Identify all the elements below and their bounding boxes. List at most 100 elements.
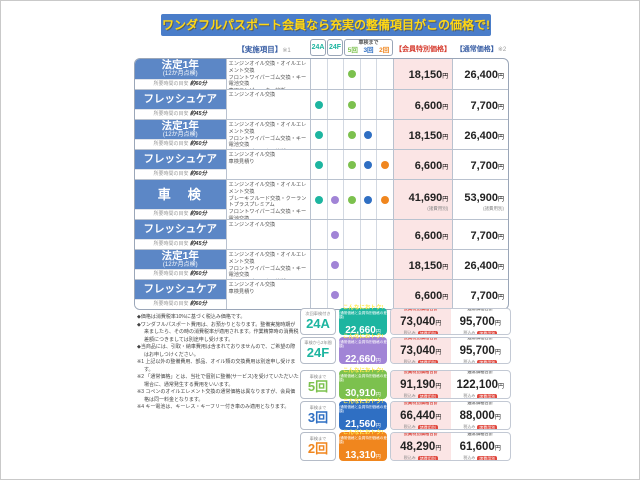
included-dot — [380, 195, 389, 204]
duration-value: 約60分 — [189, 171, 208, 177]
service-label-cell: 車 検 所要時間の目安 約90分 — [135, 180, 226, 219]
dot-cell — [376, 120, 393, 149]
dot-cell — [311, 150, 327, 179]
plan-caption: 車検まで — [309, 436, 327, 442]
normal-total-part: 通常価格合計 122,100円 税込み 諸費用別 — [451, 371, 511, 398]
plan-caption: 車検まで — [309, 374, 327, 380]
member-total-label: 会員特別価格合計 — [403, 308, 438, 312]
yen-suffix: 円 — [435, 415, 442, 422]
normal-total-number: 95,700 — [459, 345, 495, 358]
count-header-3: 3回 — [363, 47, 374, 54]
savings-caption: (通常価格と会員特別価格の差額) — [339, 405, 387, 414]
member-price-cell: 41,690円 (諸費用別) — [392, 180, 453, 219]
column-header-24f: 24F — [327, 39, 343, 56]
service-name: フレッシュケア — [143, 92, 218, 105]
member-total-price: 66,440円 — [400, 405, 441, 424]
member-total-foot: 税込み 諸費用別 — [404, 393, 438, 398]
yen-suffix: 円 — [375, 391, 381, 398]
normal-total-foot: 税込み 諸費用別 — [463, 359, 498, 363]
column-header-24a: 24A — [310, 39, 326, 56]
dot-cell — [311, 280, 327, 309]
included-dot — [364, 160, 373, 169]
member-total-number: 91,190 — [400, 379, 436, 392]
duration-strip: 所要時間の目安 約45分 — [135, 239, 226, 249]
savings-title: こんなにおトク! — [342, 368, 384, 375]
yen-suffix: 円 — [442, 264, 449, 271]
service-name-block: 法定1年 (12か月点検) — [135, 250, 226, 269]
plan-dot-cells — [310, 280, 393, 309]
member-total-price: 73,040円 — [400, 340, 441, 359]
table-row: 法定1年 (12か月点検) 所要時間の目安 約60分 エンジンオイル交換・オイル… — [135, 249, 508, 279]
fee-badge: 諸費用別 — [477, 455, 498, 461]
dot-cell — [376, 150, 393, 179]
normal-total-part: 通常価格合計 95,700円 税込み 諸費用別 — [451, 338, 511, 363]
duration-strip: 所要時間の目安 約60分 — [135, 299, 226, 309]
duration-value: 約45分 — [189, 241, 208, 247]
member-price: 6,600円 — [415, 286, 449, 304]
savings-price: 30,910円 — [345, 383, 381, 401]
included-dot — [364, 130, 373, 139]
member-price: 41,690円 — [409, 188, 449, 206]
yen-suffix: 円 — [442, 294, 449, 301]
duration-value: 約45分 — [189, 111, 208, 117]
plan-label: 24F — [306, 344, 330, 360]
normal-total-label: 通常価格合計 — [467, 337, 494, 341]
savings-caption: (通常価格と会員特別価格の差額) — [339, 374, 387, 383]
dot-cell — [343, 280, 360, 309]
dot-cell — [326, 280, 344, 309]
duration-prefix: 所要時間の目安 — [153, 171, 189, 177]
service-subtitle: (12か月点検) — [162, 261, 198, 268]
normal-total-price: 95,700円 — [460, 340, 501, 359]
normal-total-number: 61,600 — [459, 441, 495, 454]
plan-label-box: 車検まで 2回 — [300, 432, 336, 461]
member-price-header: 【会員特別価格】 — [395, 46, 451, 53]
service-name-block: 車 検 — [135, 180, 226, 209]
savings-box: こんなにおトク! (通常価格と会員特別価格の差額) 13,310円 — [339, 430, 387, 461]
shaken-made-label: 車検まで — [358, 40, 379, 46]
savings-title: こんなにおトク! — [342, 305, 384, 312]
duration-value: 約60分 — [189, 81, 208, 87]
yen-suffix: 円 — [494, 446, 501, 453]
yen-suffix: 円 — [442, 234, 449, 241]
service-description: エンジンオイル交換・オイルエレメント交換 フロントワイパーゴム交換・キー電池交換… — [225, 59, 311, 89]
service-label-cell: フレッシュケア 所要時間の目安 約60分 — [135, 280, 226, 309]
service-name: フレッシュケア — [143, 282, 218, 295]
normal-price: 53,900円 — [464, 188, 504, 206]
normal-price-cell: 53,900円 (諸費用別) — [452, 180, 508, 219]
totals-card: 会員特別価格合計 66,440円 税込み 諸費用別 通常価格合計 88,000円 … — [390, 401, 511, 430]
included-dot — [347, 70, 356, 78]
service-label-cell: フレッシュケア 所要時間の目安 約45分 — [135, 220, 226, 249]
service-description: エンジンオイル交換・オイルエレメント交換 フロントワイパーゴム交換・キー電池交換… — [225, 120, 311, 149]
normal-total-foot: 税込み 諸費用別 — [463, 455, 498, 461]
yen-suffix: 円 — [375, 357, 381, 364]
yen-suffix: 円 — [375, 328, 381, 335]
yen-suffix: 円 — [435, 446, 442, 453]
yen-suffix: 円 — [494, 350, 501, 357]
totals-card: 会員特別価格合計 48,290円 税込み 諸費用別 通常価格合計 61,600円 … — [390, 432, 511, 461]
duration-strip: 所要時間の目安 約60分 — [135, 269, 226, 279]
included-dot — [331, 230, 340, 239]
member-total-part: 会員特別価格合計 73,040円 税込み 諸費用別 — [391, 338, 451, 363]
yen-suffix: 円 — [442, 104, 449, 111]
summary-row: 車検まで 3回 こんなにおトク! (通常価格と会員特別価格の差額) 21,560… — [300, 399, 511, 430]
service-description: エンジンオイル交換 車検見積り — [225, 280, 311, 309]
plan-dot-cells — [310, 59, 393, 89]
duration-prefix: 所要時間の目安 — [153, 111, 189, 117]
service-name-block: フレッシュケア — [135, 150, 226, 169]
normal-total-price: 122,100円 — [456, 374, 504, 393]
plan-dot-cells — [310, 150, 393, 179]
normal-price: 26,400円 — [464, 65, 504, 83]
tax-note: 税込み — [403, 424, 416, 430]
normal-price-cell: 7,700円 — [452, 220, 508, 249]
dot-cell — [359, 220, 377, 249]
service-name-block: 法定1年 (12か月点検) — [135, 120, 226, 139]
member-total-price: 73,040円 — [400, 311, 441, 330]
normal-price-number: 7,700 — [470, 159, 498, 172]
member-total-foot: 税込み 諸費用別 — [404, 330, 438, 334]
normal-total-number: 95,700 — [459, 316, 495, 329]
included-dot — [347, 195, 356, 204]
service-description: エンジンオイル交換・オイルエレメント交換 ブレーキフルード交換・クーラントプラス… — [225, 180, 311, 219]
summary-row: 次回車検付き 24A こんなにおトク! (通常価格と会員特別価格の差額) 22,… — [300, 305, 511, 336]
yen-suffix: 円 — [497, 264, 504, 271]
member-total-label: 会員特別価格合計 — [403, 401, 438, 406]
